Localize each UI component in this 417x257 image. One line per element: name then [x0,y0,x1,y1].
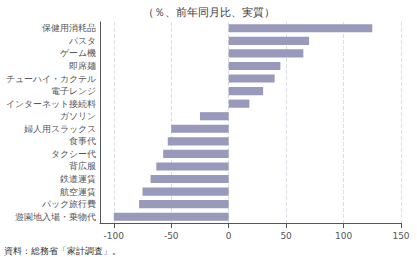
svg-text:鉄道運賃: 鉄道運賃 [60,174,96,184]
svg-text:遊園地入場・乗物代: 遊園地入場・乗物代 [15,212,96,222]
svg-text:0: 0 [226,231,232,241]
svg-text:チューハイ・カクテル: チューハイ・カクテル [6,74,96,84]
svg-text:-100: -100 [104,231,125,241]
svg-text:背広服: 背広服 [69,161,96,171]
svg-text:50: 50 [280,231,292,241]
svg-text:パスタ: パスタ [68,36,96,46]
svg-text:食事代: 食事代 [69,136,96,146]
svg-text:100: 100 [335,231,352,241]
svg-text:電子レンジ: 電子レンジ [51,86,96,96]
svg-text:ゲーム機: ゲーム機 [60,48,96,58]
svg-text:航空運賃: 航空運賃 [60,187,96,197]
svg-text:婦人用スラックス: 婦人用スラックス [24,124,96,134]
svg-text:-50: -50 [164,231,179,241]
svg-text:パック旅行費: パック旅行費 [41,199,96,209]
svg-text:ガソリン: ガソリン [60,111,96,121]
svg-text:即席麺: 即席麺 [69,61,96,71]
svg-text:タクシー代: タクシー代 [51,149,96,159]
svg-text:資料：総務省「家計調査」。: 資料：総務省「家計調査」。 [4,246,121,256]
svg-text:保健用消耗品: 保健用消耗品 [42,23,96,33]
svg-text:150: 150 [392,231,409,241]
svg-text:インターネット接続料: インターネット接続料 [6,99,96,109]
svg-text:（％、前年同月比、実質）: （％、前年同月比、実質） [143,6,275,19]
